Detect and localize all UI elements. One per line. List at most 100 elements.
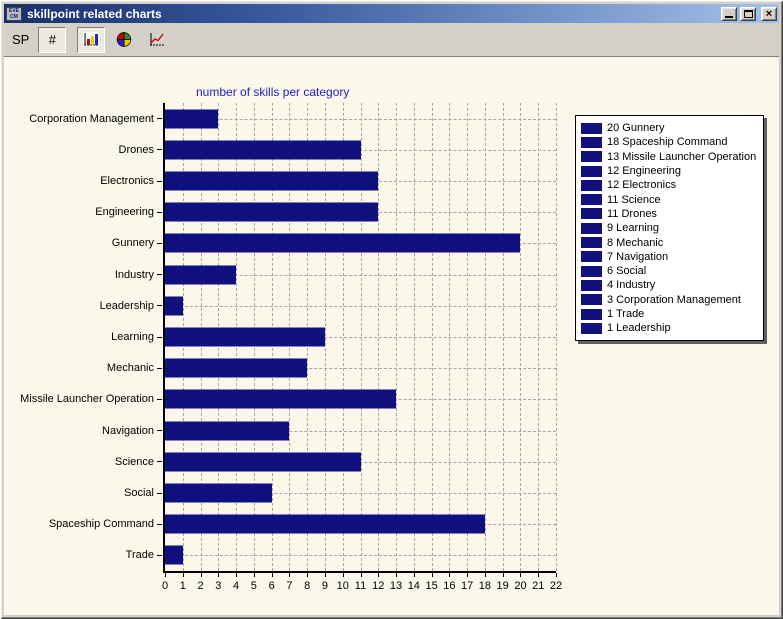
x-tick-label: 0 (161, 580, 169, 592)
horizontal-gridline (165, 149, 556, 151)
category-label-text: Drones (118, 143, 154, 156)
app-icon[interactable]: EVE CM (6, 6, 22, 21)
x-tick-label: 16 (443, 580, 456, 592)
vertical-gridline (556, 103, 557, 571)
bar-row (165, 353, 556, 384)
legend-text: 13 Missile Launcher Operation (607, 150, 757, 163)
category-label: Social (4, 477, 162, 508)
x-tick-label: 4 (233, 580, 240, 592)
y-tick-mark (157, 554, 162, 556)
bar (165, 421, 290, 441)
horizontal-gridline (165, 555, 556, 557)
minimize-button[interactable] (721, 6, 737, 21)
legend-item: 7 Navigation (581, 250, 756, 264)
legend-swatch (581, 279, 602, 291)
category-label: Leadership (4, 290, 162, 321)
y-tick-mark (157, 367, 162, 369)
x-tick-label: 3 (215, 580, 222, 592)
x-tick-label: 19 (496, 580, 509, 592)
x-tick-mark (431, 573, 433, 577)
app-icon-text-top: EVE (8, 7, 19, 14)
horizontal-gridline (165, 337, 556, 339)
horizontal-gridline (165, 305, 556, 307)
x-tick-label: 22 (549, 580, 563, 592)
category-label-text: Engineering (95, 206, 154, 219)
x-tick-mark (165, 573, 166, 577)
x-tick-label: 8 (304, 580, 311, 592)
plot-area (163, 103, 557, 573)
legend-swatch (581, 251, 602, 263)
horizontal-gridline (165, 493, 556, 495)
bar-row (165, 384, 556, 415)
category-label-text: Industry (114, 268, 154, 281)
category-label: Corporation Management (4, 103, 162, 134)
legend: 20 Gunnery 18 Spaceship Command 13 Missile… (575, 115, 765, 342)
category-label-text: Gunnery (111, 237, 154, 250)
legend-text: 9 Learning (607, 222, 659, 235)
horizontal-gridline (165, 274, 556, 276)
bar (165, 233, 521, 253)
chart-title: number of skills per category (196, 85, 350, 99)
x-tick-mark (342, 573, 344, 577)
bar (165, 483, 272, 503)
x-tick-label: 1 (179, 580, 186, 592)
close-button[interactable]: × (761, 6, 777, 21)
legend-text: 4 Industry (607, 279, 656, 292)
bar-row (165, 509, 556, 540)
category-label: Navigation (4, 415, 162, 446)
x-tick-label: 7 (286, 580, 293, 592)
category-label-text: Navigation (102, 424, 154, 437)
category-label: Trade (4, 540, 162, 571)
window-title: skillpoint related charts (27, 6, 162, 21)
bar-chart-button[interactable] (77, 26, 106, 53)
pie-chart-button[interactable] (110, 27, 138, 53)
x-tick-label: 6 (268, 580, 275, 592)
bar (165, 109, 219, 129)
legend-text: 11 Drones (607, 207, 657, 220)
vertical-gridline (449, 103, 451, 571)
y-tick-mark (157, 180, 162, 182)
vertical-gridline (396, 103, 398, 571)
legend-item: 9 Learning (581, 221, 756, 235)
x-tick-mark (360, 573, 362, 577)
x-tick-mark (236, 573, 238, 577)
bar-row (165, 415, 556, 446)
x-tick-mark (182, 573, 184, 577)
legend-item: 20 Gunnery (581, 121, 756, 135)
y-axis-labels: Corporation Management Drones Electronics E… (4, 103, 162, 571)
titlebar[interactable]: EVE CM skillpoint related charts × (4, 4, 779, 23)
x-tick-mark (502, 573, 504, 577)
bar-row (165, 134, 556, 165)
legend-text: 6 Social (607, 265, 647, 278)
legend-text: 11 Science (607, 193, 661, 206)
bar (165, 140, 361, 160)
category-label: Drones (4, 134, 162, 165)
legend-swatch (581, 294, 602, 306)
horizontal-gridline (165, 368, 556, 370)
vertical-gridline (502, 103, 504, 571)
x-axis-ticks (165, 573, 557, 578)
y-tick-mark (157, 492, 162, 494)
x-tick-mark (467, 573, 469, 577)
x-tick-label: 2 (197, 580, 204, 592)
chart-content: number of skills per category Corporatio… (4, 57, 779, 615)
category-label: Electronics (4, 165, 162, 196)
vertical-gridline (378, 103, 380, 571)
legend-item: 4 Industry (581, 278, 756, 292)
x-tick-mark (271, 573, 273, 577)
category-label: Gunnery (4, 228, 162, 259)
horizontal-gridline (165, 461, 556, 463)
legend-text: 3 Corporation Management (607, 293, 741, 306)
y-tick-mark (157, 305, 162, 307)
legend-item: 13 Missile Launcher Operation (581, 150, 756, 164)
maximize-button[interactable] (740, 6, 756, 21)
number-mode-button[interactable]: # (38, 26, 67, 53)
legend-swatch (581, 265, 602, 277)
bar (165, 296, 183, 316)
legend-swatch (581, 151, 602, 163)
category-label-text: Trade (125, 549, 154, 562)
legend-item: 1 Leadership (581, 321, 756, 335)
bar-row (165, 540, 556, 571)
category-label-text: Electronics (100, 175, 154, 187)
line-chart-button[interactable] (143, 27, 171, 53)
